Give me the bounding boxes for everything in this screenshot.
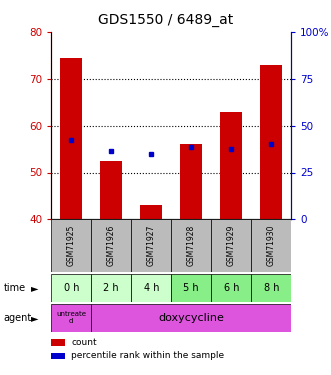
Text: percentile rank within the sample: percentile rank within the sample <box>71 351 224 360</box>
Text: 2 h: 2 h <box>104 283 119 293</box>
Text: GSM71927: GSM71927 <box>147 225 156 266</box>
Bar <box>211 219 251 272</box>
Text: 4 h: 4 h <box>144 283 159 293</box>
Bar <box>171 274 211 302</box>
Text: doxycycline: doxycycline <box>158 313 224 323</box>
Bar <box>131 219 171 272</box>
Text: agent: agent <box>3 313 31 323</box>
Text: 6 h: 6 h <box>223 283 239 293</box>
Bar <box>60 58 82 219</box>
Bar <box>100 161 122 219</box>
Text: GSM71929: GSM71929 <box>227 225 236 266</box>
Bar <box>91 274 131 302</box>
Bar <box>51 304 91 332</box>
Bar <box>140 206 162 219</box>
Text: untreate
d: untreate d <box>56 311 86 324</box>
Bar <box>51 274 91 302</box>
Text: 8 h: 8 h <box>263 283 279 293</box>
Bar <box>51 339 65 346</box>
Text: GSM71930: GSM71930 <box>267 225 276 266</box>
Bar <box>91 219 131 272</box>
Bar <box>91 304 291 332</box>
Text: GSM71928: GSM71928 <box>187 225 196 266</box>
Text: GSM71925: GSM71925 <box>67 225 76 266</box>
Bar <box>171 219 211 272</box>
Text: count: count <box>71 338 97 347</box>
Bar <box>51 219 91 272</box>
Text: 0 h: 0 h <box>64 283 79 293</box>
Bar <box>51 352 65 359</box>
Text: time: time <box>3 283 25 293</box>
Bar <box>260 64 282 219</box>
Bar <box>251 274 291 302</box>
Text: ►: ► <box>31 313 38 323</box>
Bar <box>180 144 202 219</box>
Bar <box>131 274 171 302</box>
Bar <box>211 274 251 302</box>
Text: 5 h: 5 h <box>183 283 199 293</box>
Bar <box>220 112 242 219</box>
Text: ►: ► <box>31 283 38 293</box>
Text: GDS1550 / 6489_at: GDS1550 / 6489_at <box>98 13 233 27</box>
Bar <box>251 219 291 272</box>
Text: GSM71926: GSM71926 <box>107 225 116 266</box>
